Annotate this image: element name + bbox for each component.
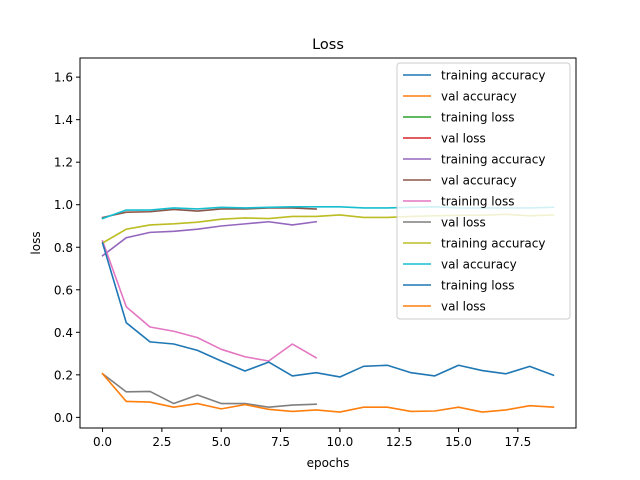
legend-label: training loss	[441, 111, 514, 125]
x-tick-label: 0.0	[93, 435, 112, 449]
y-tick-label: 0.0	[54, 411, 73, 425]
x-tick-label: 5.0	[212, 435, 231, 449]
x-tick-label: 12.5	[386, 435, 413, 449]
series-line-5	[101, 207, 317, 219]
series-line-6	[101, 239, 318, 362]
legend-label: val accuracy	[441, 258, 517, 272]
x-axis-label: epochs	[307, 456, 350, 470]
legend-label: training accuracy	[441, 153, 545, 167]
y-tick-label: 0.2	[54, 368, 73, 382]
legend: training accuracy val accuracy training lo…	[396, 62, 571, 320]
y-tick-label: 0.8	[54, 241, 73, 255]
chart-title: Loss	[312, 37, 344, 53]
series-line-11	[101, 372, 555, 413]
y-tick-label: 1.6	[54, 71, 73, 85]
y-tick-label: 0.6	[54, 283, 73, 297]
legend-label: val loss	[441, 132, 486, 146]
legend-label: training accuracy	[441, 69, 545, 83]
x-tick-label: 17.5	[504, 435, 531, 449]
legend-label: val accuracy	[441, 90, 517, 104]
y-tick-label: 1.2	[54, 156, 73, 170]
legend-box	[396, 62, 571, 320]
series-line-10	[101, 242, 555, 378]
y-tick-label: 0.4	[54, 326, 73, 340]
y-axis-ticks: 0.0 0.2 0.4 0.6 0.8 1.0 1.2 1.4 1.6	[54, 71, 80, 425]
y-tick-label: 1.4	[54, 113, 73, 127]
series-line-7	[101, 372, 317, 408]
legend-label: val loss	[441, 216, 486, 230]
x-tick-label: 2.5	[152, 435, 171, 449]
x-tick-label: 7.5	[271, 435, 290, 449]
y-axis-label: loss	[29, 231, 43, 254]
legend-label: training loss	[441, 279, 514, 293]
legend-label: val loss	[441, 300, 486, 314]
axes-frame	[79, 57, 577, 429]
x-axis-ticks: 0.0 2.5 5.0 7.5 10.0 12.5 15.0 17.5	[93, 428, 531, 449]
legend-label: training loss	[441, 195, 514, 209]
legend-label: training accuracy	[441, 237, 545, 251]
x-tick-label: 15.0	[445, 435, 472, 449]
x-tick-label: 10.0	[327, 435, 354, 449]
y-tick-label: 1.0	[54, 198, 73, 212]
series-line-4	[101, 220, 318, 257]
legend-label: val accuracy	[441, 174, 517, 188]
